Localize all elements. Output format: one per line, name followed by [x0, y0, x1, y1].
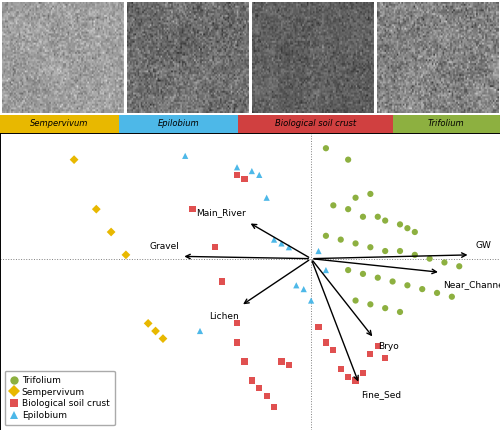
Point	[262, 392, 270, 399]
Point	[381, 217, 389, 224]
Point	[352, 194, 360, 201]
Text: Fine_Sed: Fine_Sed	[362, 390, 402, 399]
Point	[248, 168, 256, 175]
Point	[344, 156, 352, 163]
Point	[256, 385, 264, 392]
Point	[181, 152, 189, 159]
Bar	[238, 115, 393, 133]
Point	[322, 145, 330, 152]
Point	[433, 289, 441, 296]
Point	[366, 350, 374, 357]
Point	[262, 194, 270, 201]
Point	[396, 308, 404, 315]
Point	[314, 248, 322, 255]
Point	[359, 213, 367, 220]
Point	[159, 335, 167, 342]
Text: Near_Channel: Near_Channel	[443, 280, 500, 289]
Point	[330, 347, 338, 353]
Point	[344, 267, 352, 273]
Point	[411, 229, 419, 236]
Point	[396, 221, 404, 228]
Point	[240, 175, 248, 182]
Text: GW: GW	[476, 240, 492, 249]
Point	[322, 339, 330, 346]
Point	[248, 377, 256, 384]
Point	[285, 244, 293, 251]
Point	[418, 286, 426, 292]
Point	[352, 297, 360, 304]
Point	[278, 358, 285, 365]
Point	[107, 229, 115, 236]
Point	[314, 324, 322, 331]
Bar	[0, 115, 119, 133]
Point	[344, 206, 352, 212]
Point	[307, 297, 315, 304]
Point	[456, 263, 464, 270]
Point	[440, 259, 448, 266]
Point	[270, 404, 278, 411]
Point	[404, 282, 411, 289]
Point	[70, 156, 78, 163]
Point	[366, 301, 374, 308]
Point	[352, 240, 360, 247]
Point	[359, 270, 367, 277]
Point	[344, 373, 352, 380]
Point	[278, 240, 285, 247]
Point	[381, 248, 389, 255]
Point	[404, 225, 411, 232]
Point	[352, 377, 360, 384]
Text: Biological soil crust: Biological soil crust	[275, 120, 356, 129]
Point	[426, 255, 434, 262]
Point	[233, 339, 241, 346]
Point	[152, 328, 160, 335]
Point	[381, 305, 389, 312]
Text: Bryo: Bryo	[378, 342, 398, 351]
Point	[411, 252, 419, 258]
Point	[211, 244, 219, 251]
Point	[240, 358, 248, 365]
Point	[233, 164, 241, 171]
Point	[122, 252, 130, 258]
Point	[300, 286, 308, 292]
Point	[322, 267, 330, 273]
Point	[374, 213, 382, 220]
Text: Main_River: Main_River	[196, 208, 246, 217]
Point	[381, 354, 389, 361]
Point	[92, 206, 100, 212]
Point	[374, 343, 382, 350]
Legend: Trifolium, Sempervivum, Biological soil crust, Epilobium: Trifolium, Sempervivum, Biological soil …	[4, 371, 115, 426]
Point	[374, 274, 382, 281]
Point	[366, 190, 374, 197]
Point	[448, 293, 456, 300]
Point	[396, 248, 404, 255]
Point	[233, 172, 241, 178]
Point	[270, 236, 278, 243]
Text: Lichen: Lichen	[209, 312, 238, 321]
Text: Gravel: Gravel	[150, 242, 180, 251]
Text: Trifolium: Trifolium	[428, 120, 465, 129]
Point	[359, 369, 367, 376]
Text: Epilobium: Epilobium	[158, 120, 200, 129]
Point	[336, 366, 344, 372]
Point	[292, 282, 300, 289]
Point	[330, 202, 338, 209]
Bar	[393, 115, 500, 133]
Point	[144, 320, 152, 327]
Bar	[119, 115, 238, 133]
Point	[233, 320, 241, 327]
Point	[366, 244, 374, 251]
Point	[256, 172, 264, 178]
Point	[322, 232, 330, 239]
Point	[218, 278, 226, 285]
Point	[188, 206, 196, 212]
Point	[336, 236, 344, 243]
Point	[388, 278, 396, 285]
Point	[196, 328, 204, 335]
Text: Sempervivum: Sempervivum	[30, 120, 88, 129]
Point	[285, 362, 293, 369]
